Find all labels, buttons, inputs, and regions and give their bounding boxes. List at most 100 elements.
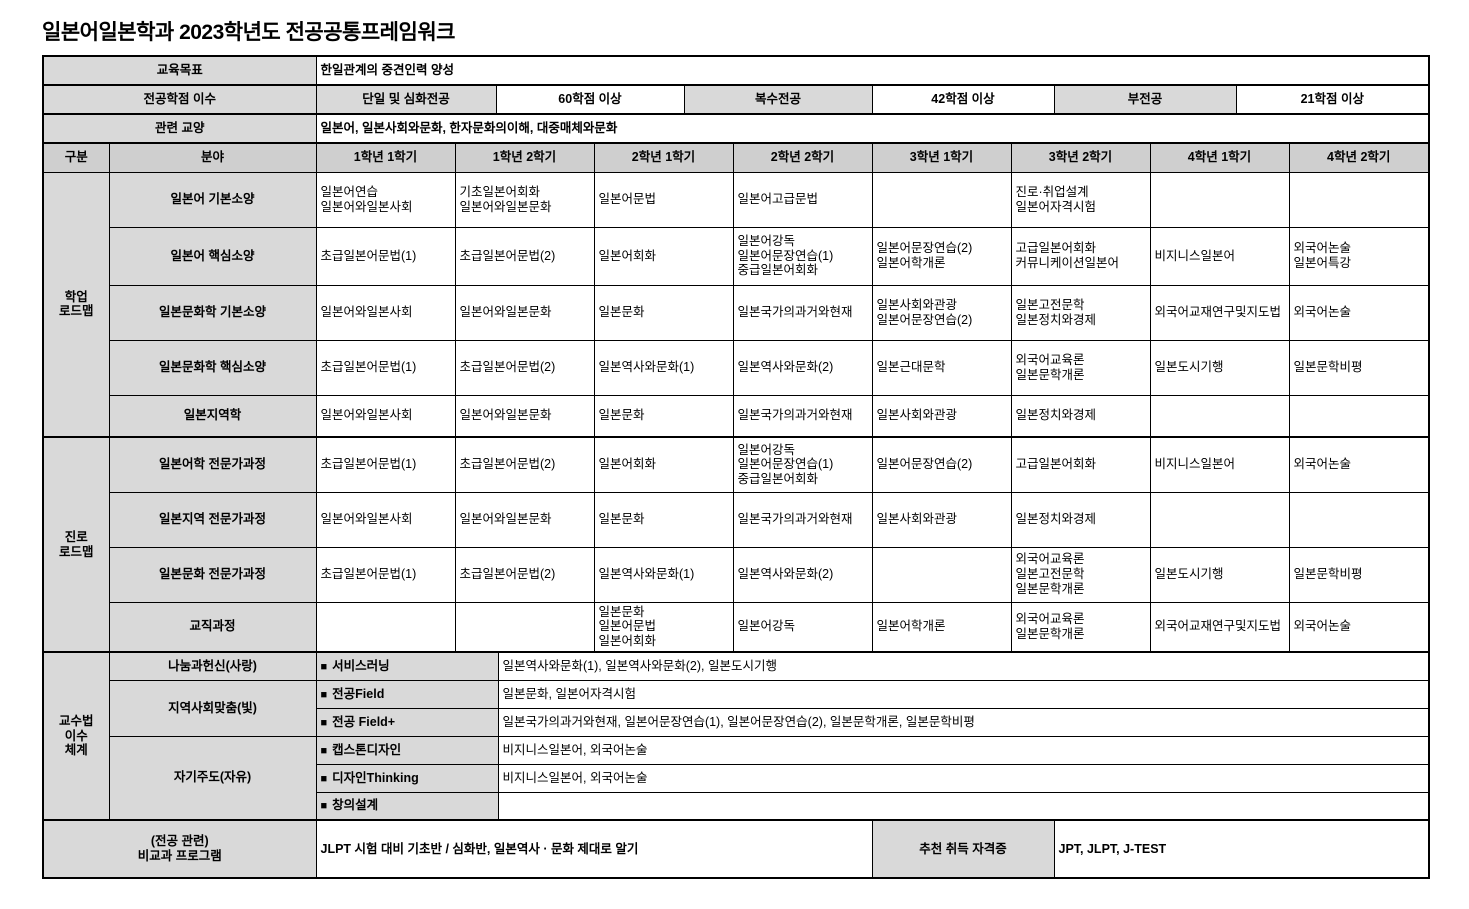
- course-cell: 일본정치와경제: [1010, 491, 1151, 548]
- course-cell: 일본사회와관광 일본어문장연습(2): [871, 284, 1012, 341]
- course-cell: 초급일본어문법(1): [315, 226, 456, 286]
- field-cell: 일본문화학 기본소양: [108, 284, 317, 341]
- goal-value-cell: 한일관계의 중견인력 양성: [315, 55, 1430, 86]
- course-cell: 외국어교육론 일본문학개론: [1010, 601, 1151, 653]
- semester-header-cell: 4학년 2학기: [1288, 142, 1430, 173]
- field-cell: 일본문화학 핵심소양: [108, 339, 317, 396]
- program-label: 서비스러닝: [332, 658, 390, 673]
- extracurricular-programs-cell: JLPT 시험 대비 기초반 / 심화반, 일본역사 · 문화 제대로 알기: [315, 819, 873, 879]
- square-bullet-icon: ■: [320, 716, 328, 729]
- roadmap-row: 일본문화학 기본소양 일본어와일본사회 일본어와일본문화 일본문화 일본국가의과…: [43, 284, 1430, 341]
- course-cell: 일본도시기행: [1149, 339, 1290, 396]
- course-cell: 일본사회와관광: [871, 394, 1012, 438]
- course-cell: 비지니스일본어: [1149, 436, 1290, 493]
- courses-cell: 비지니스일본어, 외국어논술: [497, 735, 1430, 765]
- course-cell: 일본역사와문화(1): [593, 339, 734, 396]
- extracurricular-table: (전공 관련) 비교과 프로그램 JLPT 시험 대비 기초반 / 심화반, 일…: [42, 819, 1430, 879]
- course-cell: 일본어와일본문화: [454, 491, 595, 548]
- credit-type-cell: 단일 및 심화전공: [315, 84, 497, 115]
- course-cell: 일본문화: [593, 394, 734, 438]
- liberal-arts-row: 관련 교양 일본어, 일본사회와문화, 한자문화의이해, 대중매체와문화: [42, 113, 1430, 144]
- roadmap-row: 일본지역학 일본어와일본사회 일본어와일본문화 일본문화 일본국가의과거와현재 …: [43, 394, 1430, 438]
- semester-header-cell: 1학년 2학기: [454, 142, 595, 173]
- course-cell: [1288, 171, 1430, 228]
- course-cell: 일본어와일본사회: [315, 491, 456, 548]
- group-cell-academic-roadmap: 학업 로드맵: [42, 171, 110, 438]
- extracurricular-label-cell: (전공 관련) 비교과 프로그램: [42, 819, 317, 879]
- course-cell: [1149, 491, 1290, 548]
- field-cell: 교직과정: [108, 601, 317, 653]
- course-cell: 외국어논술 일본어특강: [1288, 226, 1430, 286]
- course-cell: 초급일본어문법(1): [315, 436, 456, 493]
- extracurricular-row: (전공 관련) 비교과 프로그램 JLPT 시험 대비 기초반 / 심화반, 일…: [42, 819, 1430, 879]
- field-cell: 일본어 핵심소양: [108, 226, 317, 286]
- course-cell: [1149, 394, 1290, 438]
- course-cell: 외국어논술: [1288, 436, 1430, 493]
- semester-header-cell: 3학년 2학기: [1010, 142, 1151, 173]
- course-cell: 일본문학비평: [1288, 546, 1430, 603]
- program-cell: ■ 캡스톤디자인: [315, 735, 499, 765]
- program-label: 전공Field: [332, 686, 385, 701]
- course-cell: 일본도시기행: [1149, 546, 1290, 603]
- course-cell: 초급일본어문법(2): [454, 339, 595, 396]
- course-cell: 외국어교육론 일본문학개론: [1010, 339, 1151, 396]
- credit-value-cell: 42학점 이상: [871, 84, 1055, 115]
- square-bullet-icon: ■: [320, 800, 328, 813]
- course-cell: 진로·취업설계 일본어자격시험: [1010, 171, 1151, 228]
- credit-type-cell: 복수전공: [683, 84, 873, 115]
- course-cell: 외국어논술: [1288, 601, 1430, 653]
- course-cell: 비지니스일본어: [1149, 226, 1290, 286]
- course-cell: 고급일본어회화: [1010, 436, 1151, 493]
- category-cell: 나눔과헌신(사랑): [108, 651, 317, 681]
- course-cell: [871, 546, 1012, 603]
- course-cell: 일본어와일본사회: [315, 394, 456, 438]
- square-bullet-icon: ■: [320, 688, 328, 701]
- goal-row: 교육목표 한일관계의 중견인력 양성: [42, 55, 1430, 86]
- credit-type-cell: 부전공: [1053, 84, 1237, 115]
- field-cell: 일본어학 전문가과정: [108, 436, 317, 493]
- program-label: 디자인Thinking: [332, 770, 419, 785]
- group-cell-teaching-method: 교수법 이수 체계: [42, 651, 110, 821]
- course-cell: 일본어와일본문화: [454, 394, 595, 438]
- goal-label-cell: 교육목표: [42, 55, 317, 86]
- course-cell: 초급일본어문법(1): [315, 339, 456, 396]
- course-cell: 외국어교재연구및지도법: [1149, 284, 1290, 341]
- course-cell: [1288, 491, 1430, 548]
- roadmap-row: 진로 로드맵 일본어학 전문가과정 초급일본어문법(1) 초급일본어문법(2) …: [42, 436, 1430, 653]
- gubun-header-cell: 구분: [42, 142, 110, 173]
- teaching-method-table: 교수법 이수 체계 나눔과헌신(사랑) ■ 서비스러닝 일본역사와문화(1), 일…: [42, 651, 1430, 821]
- course-cell: 일본어회화: [593, 226, 734, 286]
- course-cell: 일본문화: [593, 284, 734, 341]
- course-cell: 일본문화 일본어문법 일본어회화: [593, 601, 734, 653]
- courses-cell: [497, 791, 1430, 821]
- field-cell: 일본문화 전문가과정: [108, 546, 317, 603]
- course-cell: 외국어교재연구및지도법: [1149, 601, 1290, 653]
- square-bullet-icon: ■: [320, 744, 328, 757]
- method-row: 자기주도(자유) ■ 캡스톤디자인 비지니스일본어, 외국어논술: [43, 735, 1430, 821]
- course-cell: 일본어연습 일본어와일본사회: [315, 171, 456, 228]
- courses-cell: 비지니스일본어, 외국어논술: [497, 763, 1430, 793]
- semester-header-row: 구분 분야 1학년 1학기 1학년 2학기 2학년 1학기 2학년 2학기 3학…: [42, 142, 1430, 173]
- course-cell: 초급일본어문법(2): [454, 436, 595, 493]
- course-cell: [1288, 394, 1430, 438]
- course-cell: 일본어고급문법: [732, 171, 873, 228]
- info-table: 교육목표 한일관계의 중견인력 양성 전공학점 이수 단일 및 심화전공 60학…: [42, 55, 1431, 144]
- semester-header-cell: 4학년 1학기: [1149, 142, 1290, 173]
- semester-header-cell: 3학년 1학기: [871, 142, 1012, 173]
- category-cell: 지역사회맞춤(빛): [108, 679, 317, 737]
- method-row: ■ 디자인Thinking 비지니스일본어, 외국어논술: [43, 763, 1430, 793]
- course-cell: 일본어와일본사회: [315, 284, 456, 341]
- course-cell: 일본어강독: [732, 601, 873, 653]
- curriculum-framework-page: 일본어일본학과 2023학년도 전공공통프레임워크 교육목표 한일관계의 중견인…: [42, 21, 1431, 879]
- program-cell: ■ 디자인Thinking: [315, 763, 499, 793]
- courses-cell: 일본국가의과거와현재, 일본어문장연습(1), 일본어문장연습(2), 일본문학…: [497, 707, 1430, 737]
- program-label: 캡스톤디자인: [332, 742, 402, 757]
- course-cell: [871, 171, 1012, 228]
- roadmap-row: 일본문화학 핵심소양 초급일본어문법(1) 초급일본어문법(2) 일본역사와문화…: [43, 339, 1430, 396]
- field-cell: 일본어 기본소양: [108, 171, 317, 228]
- course-cell: 일본어문장연습(2) 일본어학개론: [871, 226, 1012, 286]
- square-bullet-icon: ■: [320, 660, 328, 673]
- course-cell: [315, 601, 456, 653]
- roadmap-row: 학업 로드맵 일본어 기본소양 일본어연습 일본어와일본사회 기초일본어회화 일…: [42, 171, 1430, 438]
- course-cell: 일본문학비평: [1288, 339, 1430, 396]
